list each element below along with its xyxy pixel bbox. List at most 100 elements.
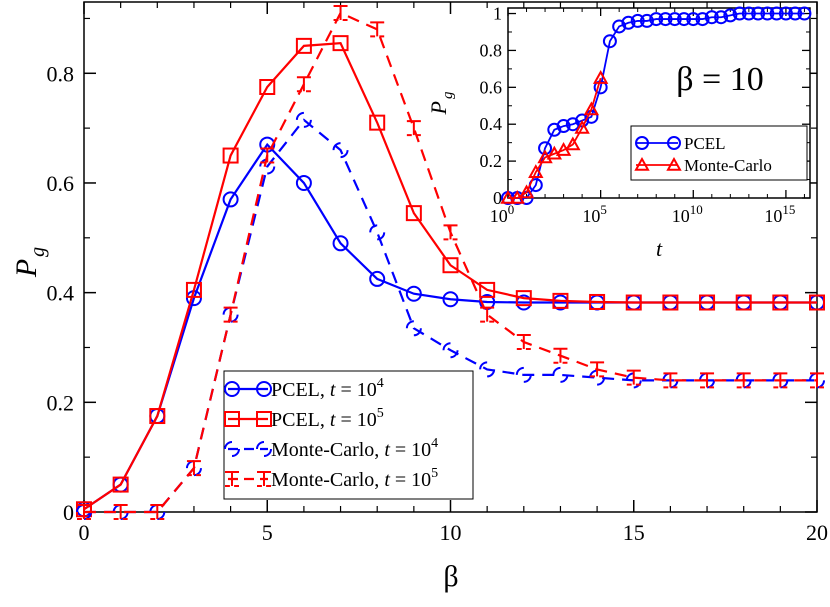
legend-exp: 4 [431,436,438,451]
main-y-tick-label: 0.2 [47,390,75,415]
inset-x-tick-label: 1010 [672,202,703,226]
inset-data-point [612,19,627,34]
inset-data-point [741,6,756,21]
inset-data-point [546,145,563,160]
main-series-line [83,41,817,511]
inset-data-point [797,6,812,21]
main-x-tick-label: 15 [623,520,645,545]
inset-x-tick-label: 1015 [764,202,795,226]
main-y-tick-label: 0.4 [47,281,75,306]
inset-data-point [528,164,544,178]
legend-marker [224,411,240,427]
main-data-point [662,294,679,311]
main-legend-box [223,370,474,500]
main-data-point [186,460,201,477]
main-data-point [405,285,422,302]
inset-data-point [723,8,738,23]
main-data-point [772,294,789,311]
main-data-point [625,294,642,311]
inset-x-tick-label: 105 [582,202,607,226]
inset-y-tick-label: 0 [493,188,502,208]
legend-text: Monte-Carlo, [271,469,384,491]
inset-data-point [686,12,701,27]
inset-legend-label: Monte-Carlo [684,156,772,175]
main-data-point [222,191,239,208]
main-data-point [480,306,495,323]
inset-y-tick-label: 0.2 [480,151,503,171]
inset-legend: PCEL Monte-Carlo [630,125,808,181]
legend-eq: = 10 [390,439,431,461]
inset-data-point [592,70,609,84]
inset-data-point [556,119,571,134]
inset-data-point [788,6,803,21]
inset-data-point [639,13,654,28]
inset-data-point [732,6,747,21]
main-data-point [259,79,276,95]
main-x-tick-label: 20 [806,520,828,545]
main-data-point [406,120,421,137]
legend-marker [256,411,272,427]
legend-marker [634,156,650,171]
main-data-point [222,147,239,164]
main-data-point [442,342,459,359]
main-data-point [77,504,91,520]
legend-marker [256,381,272,397]
main-data-point [809,294,825,311]
inset-data-point [658,12,673,27]
inset-data-point [621,15,636,30]
inset-y-tick-label: 0.4 [480,114,503,134]
inset-data-point [602,34,617,49]
main-data-point [589,293,606,310]
inset-data-point [574,119,590,134]
inset-data-point [630,13,645,28]
legend-t: t [330,409,336,431]
inset-data-point [714,10,729,25]
inset-x-tick-label: 100 [490,202,515,226]
legend-t: t [330,379,336,401]
main-data-point [516,334,531,350]
inset-data-point [760,6,775,21]
inset-y-tick-label: 1 [493,4,502,24]
main-legend-entry: PCEL, t = 104 [224,376,384,401]
main-data-point [369,224,386,241]
legend-eq: = 10 [335,409,376,431]
main-data-point [295,111,312,128]
main-data-point [443,224,458,241]
legend-eq: = 10 [335,379,376,401]
legend-text: PCEL, [271,409,330,431]
main-data-point [442,257,459,274]
inset-data-point [704,10,719,25]
legend-marker [224,381,240,397]
legend-marker [635,136,649,150]
main-data-point [479,361,496,378]
legend-marker [667,136,681,150]
legend-marker [225,471,239,487]
main-data-point [405,320,422,337]
inset-data-point [537,149,553,164]
main-legend-entry: PCEL, t = 105 [224,406,384,431]
main-data-point [736,372,751,389]
main-data-point [699,294,716,311]
inset-y-axis-label: Pg [426,91,456,115]
legend-eq: = 10 [390,469,431,491]
inset-data-point [547,122,562,137]
main-data-point [112,476,129,493]
inset-data-point [583,101,600,116]
main-y-axis-label-group: Pg [10,247,49,278]
inset-data-point [751,6,766,21]
main-data-point [810,372,824,389]
legend-exp: 4 [377,376,384,391]
main-legend-entry: Monte-Carlo, t = 104 [224,436,438,461]
main-data-point [626,369,641,386]
main-data-point [663,372,678,389]
inset-series-1 [500,70,609,204]
inset-ticks: 100 105 1010 1015 0 0.2 0.4 0.6 0.8 1 [480,4,810,226]
main-data-point [700,372,715,389]
main-x-axis-label: β [443,560,458,593]
inset-data-point [500,189,516,204]
main-data-point [260,147,275,164]
main-series-1 [76,35,825,518]
main-data-point [333,4,348,21]
